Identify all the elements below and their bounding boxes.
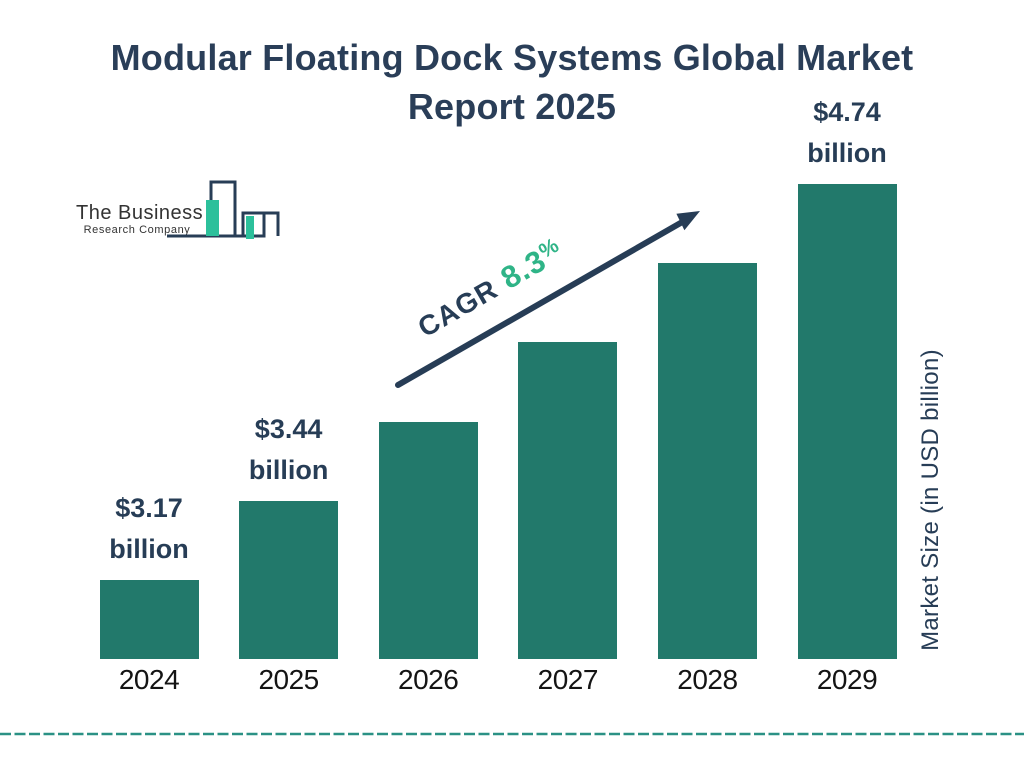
x-tick-2027: 2027 <box>537 664 599 695</box>
company-logo-text: The Business Research Company <box>76 202 204 236</box>
page-title-line2: Report 2025 <box>407 86 617 127</box>
page-title: Modular Floating Dock Systems Global Mar… <box>0 33 1024 131</box>
bar-2024 <box>99 580 199 659</box>
page-title-line1: Modular Floating Dock Systems Global Mar… <box>110 37 914 78</box>
company-name: The Business <box>76 202 204 224</box>
company-logo: The Business Research Company <box>70 178 290 244</box>
bar-2029 <box>797 184 897 659</box>
bar-chart-logo-icon <box>167 180 280 239</box>
x-tick-2025: 2025 <box>258 664 319 695</box>
x-tick-2026: 2026 <box>398 664 459 695</box>
value-label-2024: $3.17 billion <box>109 493 189 564</box>
bar-2028 <box>657 263 757 659</box>
company-subname: Research Company <box>83 224 191 236</box>
value-label-2029: $4.74 billion <box>807 97 887 168</box>
bar-2025 <box>239 500 339 659</box>
bar-2026 <box>378 421 478 659</box>
x-tick-2028: 2028 <box>677 664 738 695</box>
bar-2027 <box>518 342 618 659</box>
y-axis-label: Market Size (in USD billion) <box>917 349 944 651</box>
x-tick-2029: 2029 <box>816 664 878 695</box>
value-label-2025: $3.44 billion <box>248 413 329 485</box>
x-tick-2024: 2024 <box>118 664 180 695</box>
